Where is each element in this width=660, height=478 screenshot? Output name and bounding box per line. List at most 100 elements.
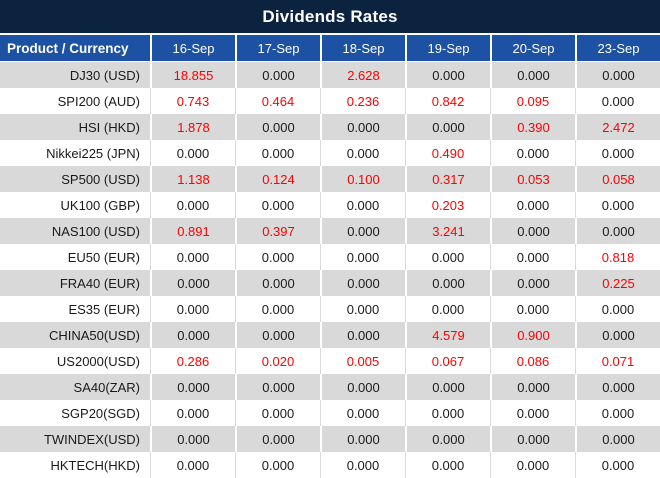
value-cell: 0.000: [150, 400, 235, 426]
value-cell: 0.000: [235, 270, 320, 296]
value-cell: 0.397: [235, 218, 320, 244]
value-cell: 0.842: [405, 88, 490, 114]
table-row: UK100 (GBP) 0.000 0.000 0.000 0.203 0.000 0.00…: [0, 192, 660, 218]
product-cell: SPI200 (AUD): [57, 93, 140, 109]
value-cell: 0.000: [490, 218, 575, 244]
header-product-currency: Product / Currency: [7, 40, 129, 56]
table-row: SGP20(SGD) 0.000 0.000 0.000 0.000 0.000 0.000: [0, 400, 660, 426]
header-date-5: 20-Sep: [490, 35, 575, 61]
value-cell: 0.000: [405, 270, 490, 296]
table-row: FRA40 (EUR) 0.000 0.000 0.000 0.000 0.000 0.22…: [0, 270, 660, 296]
product-cell: HKTECH(HKD): [50, 457, 140, 473]
value-cell: 0.743: [150, 88, 235, 114]
value-cell: 0.000: [575, 88, 660, 114]
value-cell: 0.000: [490, 270, 575, 296]
value-cell: 0.000: [575, 62, 660, 88]
value-cell: 3.241: [405, 218, 490, 244]
value-cell: 0.000: [405, 296, 490, 322]
value-cell: 0.000: [320, 426, 405, 452]
value-cell: 0.000: [405, 374, 490, 400]
value-cell: 0.000: [235, 296, 320, 322]
value-cell: 0.000: [575, 296, 660, 322]
value-cell: 0.000: [235, 426, 320, 452]
value-cell: 0.124: [235, 166, 320, 192]
value-cell: 0.100: [320, 166, 405, 192]
product-cell: UK100 (GBP): [60, 197, 140, 213]
value-cell: 0.067: [405, 348, 490, 374]
value-cell: 0.000: [235, 244, 320, 270]
value-cell: 0.236: [320, 88, 405, 114]
value-cell: 1.138: [150, 166, 235, 192]
value-cell: 0.000: [575, 374, 660, 400]
value-cell: 0.000: [490, 140, 575, 166]
value-cell: 0.000: [490, 192, 575, 218]
value-cell: 0.000: [235, 400, 320, 426]
value-cell: 0.900: [490, 322, 575, 348]
value-cell: 0.000: [575, 192, 660, 218]
table-body: DJ30 (USD) 18.855 0.000 2.628 0.000 0.000 0.00…: [0, 62, 660, 478]
value-cell: 4.579: [405, 322, 490, 348]
value-cell: 0.000: [405, 426, 490, 452]
value-cell: 0.086: [490, 348, 575, 374]
value-cell: 0.000: [320, 244, 405, 270]
table-row: CHINA50(USD) 0.000 0.000 0.000 4.579 0.900 0.0…: [0, 322, 660, 348]
value-cell: 0.000: [235, 62, 320, 88]
value-cell: 0.464: [235, 88, 320, 114]
header-date-2: 17-Sep: [235, 35, 320, 61]
value-cell: 1.878: [150, 114, 235, 140]
value-cell: 0.000: [235, 452, 320, 478]
value-cell: 0.000: [320, 322, 405, 348]
value-cell: 0.000: [490, 374, 575, 400]
table-row: HKTECH(HKD) 0.000 0.000 0.000 0.000 0.000 0.00…: [0, 452, 660, 478]
value-cell: 18.855: [150, 62, 235, 88]
value-cell: 0.000: [320, 296, 405, 322]
value-cell: 0.317: [405, 166, 490, 192]
product-cell: ES35 (EUR): [68, 301, 140, 317]
value-cell: 0.000: [490, 426, 575, 452]
product-cell: DJ30 (USD): [69, 67, 140, 83]
header-date-6: 23-Sep: [575, 35, 660, 61]
value-cell: 0.053: [490, 166, 575, 192]
value-cell: 0.000: [235, 374, 320, 400]
product-cell: US2000(USD): [56, 353, 140, 369]
value-cell: 0.000: [405, 114, 490, 140]
value-cell: 0.000: [575, 400, 660, 426]
value-cell: 0.000: [150, 192, 235, 218]
table-row: NAS100 (USD) 0.891 0.397 0.000 3.241 0.000 0.0…: [0, 218, 660, 244]
value-cell: 0.000: [320, 270, 405, 296]
value-cell: 0.000: [150, 426, 235, 452]
value-cell: 0.000: [150, 296, 235, 322]
value-cell: 0.490: [405, 140, 490, 166]
table-row: Nikkei225 (JPN) 0.000 0.000 0.000 0.490 0.000…: [0, 140, 660, 166]
value-cell: 0.000: [150, 244, 235, 270]
value-cell: 0.000: [150, 140, 235, 166]
value-cell: 0.000: [405, 452, 490, 478]
value-cell: 0.891: [150, 218, 235, 244]
value-cell: 0.071: [575, 348, 660, 374]
table-title-text: Dividends Rates: [262, 6, 398, 26]
value-cell: 0.000: [405, 244, 490, 270]
value-cell: 2.472: [575, 114, 660, 140]
table-header-row: Product / Currency 16-Sep 17-Sep 18-Sep …: [0, 35, 660, 62]
value-cell: 0.000: [150, 452, 235, 478]
product-cell: EU50 (EUR): [67, 249, 140, 265]
product-cell: SGP20(SGD): [61, 405, 140, 421]
value-cell: 0.000: [575, 140, 660, 166]
value-cell: 0.058: [575, 166, 660, 192]
table-row: EU50 (EUR) 0.000 0.000 0.000 0.000 0.000 0.818: [0, 244, 660, 270]
value-cell: 0.095: [490, 88, 575, 114]
product-cell: SA40(ZAR): [73, 379, 140, 395]
value-cell: 0.000: [405, 62, 490, 88]
value-cell: 0.000: [575, 426, 660, 452]
value-cell: 0.000: [235, 322, 320, 348]
table-row: HSI (HKD) 1.878 0.000 0.000 0.000 0.390 2.472: [0, 114, 660, 140]
value-cell: 0.020: [235, 348, 320, 374]
value-cell: 0.000: [490, 62, 575, 88]
value-cell: 0.000: [490, 244, 575, 270]
value-cell: 0.000: [320, 140, 405, 166]
table-row: SP500 (USD) 1.138 0.124 0.100 0.317 0.053 0.05…: [0, 166, 660, 192]
product-cell: TWINDEX(USD): [43, 431, 140, 447]
value-cell: 0.000: [405, 400, 490, 426]
table-row: SPI200 (AUD) 0.743 0.464 0.236 0.842 0.095 0.0…: [0, 88, 660, 114]
